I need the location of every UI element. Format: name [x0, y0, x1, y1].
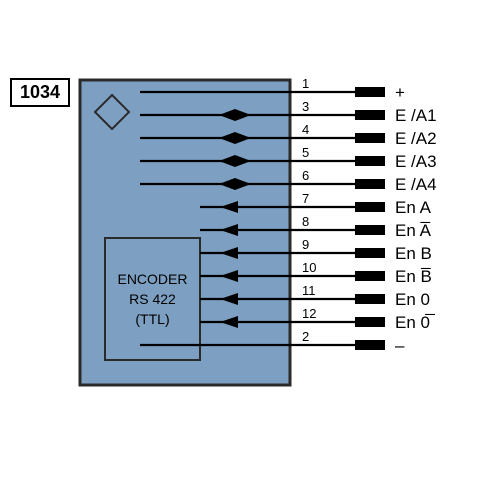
- pin-number: 10: [302, 260, 316, 275]
- pin-number: 9: [302, 237, 309, 252]
- pin-number: 3: [302, 99, 309, 114]
- encoder-diagram: ENCODER RS 422 (TTL) 1 +3 E /A1 4 E /A2 5 E /A3 6 E…: [0, 0, 500, 500]
- signal-label: En B: [395, 244, 432, 263]
- signal-label: E /A2: [395, 129, 437, 148]
- signal-label: E /A1: [395, 106, 437, 125]
- signal-label: E /A4: [395, 175, 437, 194]
- signal-label: En A: [395, 198, 432, 217]
- pin-number: 12: [302, 306, 316, 321]
- terminal-block: [355, 179, 385, 189]
- pin-number: 1: [302, 76, 309, 91]
- terminal-block: [355, 248, 385, 258]
- signal-label: En 0̅: [395, 313, 435, 332]
- signal-label: –: [395, 336, 405, 355]
- terminal-block: [355, 340, 385, 350]
- terminal-block: [355, 202, 385, 212]
- terminal-block: [355, 156, 385, 166]
- encoder-label: RS 422: [129, 291, 176, 307]
- signal-label: En 0: [395, 290, 430, 309]
- signal-label: +: [395, 83, 405, 102]
- pin-number: 6: [302, 168, 309, 183]
- terminal-block: [355, 271, 385, 281]
- terminal-block: [355, 133, 385, 143]
- encoder-label: ENCODER: [117, 271, 187, 287]
- terminal-block: [355, 225, 385, 235]
- encoder-label: (TTL): [135, 311, 169, 327]
- signal-label: E /A3: [395, 152, 437, 171]
- pin-number: 7: [302, 191, 309, 206]
- terminal-block: [355, 317, 385, 327]
- terminal-block: [355, 294, 385, 304]
- pin-number: 2: [302, 329, 309, 344]
- pin-number: 4: [302, 122, 309, 137]
- pin-number: 11: [302, 283, 316, 298]
- signal-label: En B̅: [395, 267, 432, 286]
- terminal-block: [355, 87, 385, 97]
- signal-label: En A̅: [395, 221, 432, 240]
- pin-number: 5: [302, 145, 309, 160]
- pin-number: 8: [302, 214, 309, 229]
- terminal-block: [355, 110, 385, 120]
